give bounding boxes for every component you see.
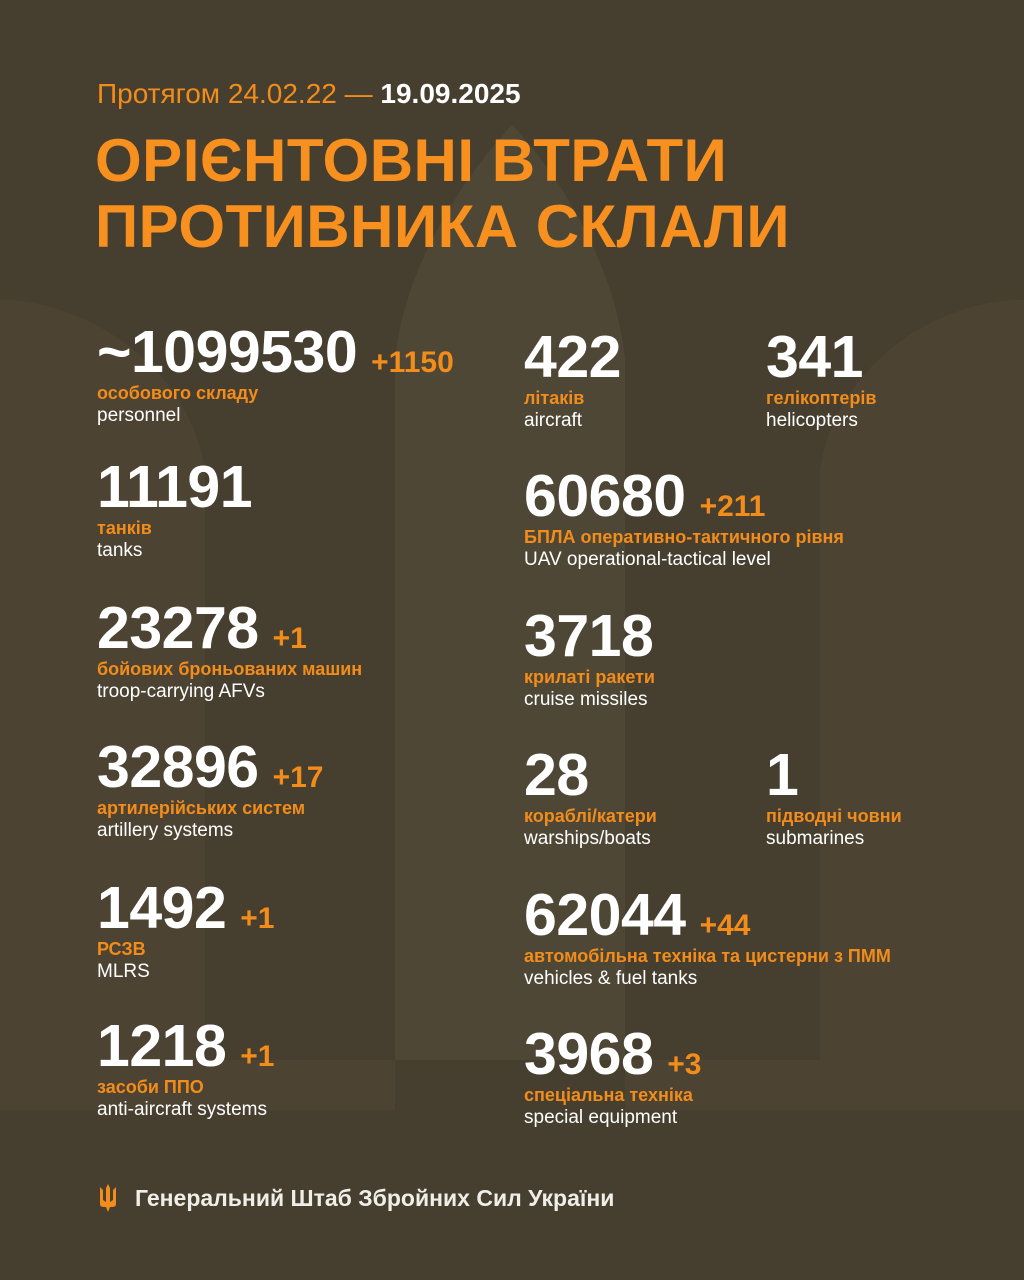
stat-value: 1 xyxy=(766,742,799,808)
stat-value: ~1099530 xyxy=(97,319,358,385)
stat-label-en: special equipment xyxy=(524,1107,678,1128)
stat-number-row: 62044 +44 xyxy=(524,885,891,945)
stat-delta: +17 xyxy=(272,761,324,794)
stat-label-en: artillery systems xyxy=(97,820,234,841)
stat-afvs: 23278 +1 бойових броньованих машин troop-ca… xyxy=(97,598,362,703)
trident-icon xyxy=(100,1184,116,1212)
stat-label-en: UAV operational-tactical level xyxy=(524,549,771,570)
title-line-1: ОРІЄНТОВНІ ВТРАТИ xyxy=(95,127,728,194)
stat-label-en: cruise missiles xyxy=(524,689,648,710)
stat-number-row: 60680 +211 xyxy=(524,466,844,526)
stat-label-ua: підводні човни xyxy=(766,806,902,826)
stat-value: 3718 xyxy=(524,603,654,669)
stat-delta: +1 xyxy=(240,902,275,935)
stat-vehicles: 62044 +44 автомобільна техніка та цистерни… xyxy=(524,885,891,990)
stat-value: 23278 xyxy=(97,595,259,661)
stat-number-row: 1218 +1 xyxy=(97,1016,274,1076)
stat-tanks: 11191 танків tanks xyxy=(97,454,253,562)
stat-helicopters: 341 гелікоптерів helicopters xyxy=(766,327,876,432)
stat-value: 32896 xyxy=(97,734,259,800)
stat-cruise-missiles: 3718 крилаті ракети cruise missiles xyxy=(524,606,655,711)
stat-warships: 28 кораблі/катери warships/boats xyxy=(524,745,657,850)
stat-label-en: submarines xyxy=(766,828,865,849)
stat-label-en: MLRS xyxy=(97,961,150,982)
stat-submarines: 1 підводні човни submarines xyxy=(766,745,902,850)
stat-aircraft: 422 літаків aircraft xyxy=(524,327,621,432)
stat-label-en: personnel xyxy=(97,405,181,426)
title-line-2: ПРОТИВНИКА СКЛАЛИ xyxy=(95,193,791,260)
stat-label-en: tanks xyxy=(97,540,143,561)
page-title: ОРІЄНТОВНІ ВТРАТИ ПРОТИВНИКА СКЛАЛИ xyxy=(95,128,790,260)
stat-artillery: 32896 +17 артилерійських систем artillery s… xyxy=(97,737,323,842)
stat-number-row: 23278 +1 xyxy=(97,598,362,658)
stat-value: 28 xyxy=(524,742,589,808)
stat-number-row: ~1099530 +1150 xyxy=(97,322,454,382)
stat-number-row: 1 xyxy=(766,745,902,805)
stat-value: 1218 xyxy=(97,1013,227,1079)
stat-label-en: vehicles & fuel tanks xyxy=(524,968,698,989)
stat-label-ua: засоби ППО xyxy=(97,1077,204,1097)
stat-label-en: troop-carrying AFVs xyxy=(97,681,265,702)
stat-number-row: 341 xyxy=(766,327,876,387)
stat-value: 11191 xyxy=(97,454,253,520)
stat-label-en: anti-aircraft systems xyxy=(97,1099,267,1120)
stat-number-row: 11191 xyxy=(97,454,253,520)
stat-delta: +1 xyxy=(240,1040,275,1073)
stat-mlrs: 1492 +1 РСЗВ MLRS xyxy=(97,878,274,983)
stat-anti-aircraft: 1218 +1 засоби ППО anti-aircraft systems xyxy=(97,1016,274,1121)
period-prefix: Протягом 24.02.22 — xyxy=(97,78,373,109)
stat-number-row: 32896 +17 xyxy=(97,737,323,797)
stat-label-ua: РСЗВ xyxy=(97,939,146,959)
period: Протягом 24.02.22 — 19.09.2025 xyxy=(97,76,521,112)
stat-value: 1492 xyxy=(97,875,227,941)
stat-special-equipment: 3968 +3 спеціальна техніка special equipmen… xyxy=(524,1024,701,1129)
stat-label-ua: БПЛА оперативно-тактичного рівня xyxy=(524,527,844,547)
stat-number-row: 1492 +1 xyxy=(97,878,274,938)
stat-delta: +211 xyxy=(699,490,766,523)
stat-delta: +1150 xyxy=(371,346,454,379)
stat-value: 341 xyxy=(766,324,863,390)
stat-delta: +3 xyxy=(667,1048,702,1081)
stat-label-ua: спеціальна техніка xyxy=(524,1085,693,1105)
period-date: 19.09.2025 xyxy=(380,78,521,109)
stat-number-row: 3718 xyxy=(524,606,655,666)
stat-label-ua: кораблі/катери xyxy=(524,806,657,826)
stat-number-row: 3968 +3 xyxy=(524,1024,701,1084)
stat-label-ua: крилаті ракети xyxy=(524,667,656,687)
footer-text: Генеральний Штаб Збройних Сил України xyxy=(135,1184,615,1211)
stat-label-ua: особового складу xyxy=(97,383,259,403)
stat-number-row: 28 xyxy=(524,745,657,805)
stat-label-ua: танків xyxy=(97,518,152,538)
stat-value: 60680 xyxy=(524,463,686,529)
stat-number-row: 422 xyxy=(524,327,621,387)
stat-label-ua: бойових броньованих машин xyxy=(97,659,363,679)
stat-delta: +44 xyxy=(699,909,751,942)
stat-value: 422 xyxy=(524,324,621,390)
stat-label-ua: автомобільна техніка та цистерни з ПММ xyxy=(524,946,891,966)
stat-label-en: aircraft xyxy=(524,410,583,431)
stat-delta: +1 xyxy=(272,622,307,655)
stat-label-en: warships/boats xyxy=(524,828,651,849)
stat-label-ua: артилерійських систем xyxy=(97,798,306,818)
stat-label-en: helicopters xyxy=(766,410,858,431)
stat-value: 62044 xyxy=(524,882,686,948)
footer: Генеральний Штаб Збройних Сил України xyxy=(97,1182,614,1214)
stat-uav: 60680 +211 БПЛА оперативно-тактичного рівн… xyxy=(524,466,844,571)
stat-value: 3968 xyxy=(524,1021,654,1087)
stat-personnel: ~1099530 +1150 особового складу personnel xyxy=(97,322,454,427)
stat-label-ua: літаків xyxy=(524,388,585,408)
stat-label-ua: гелікоптерів xyxy=(766,388,877,408)
